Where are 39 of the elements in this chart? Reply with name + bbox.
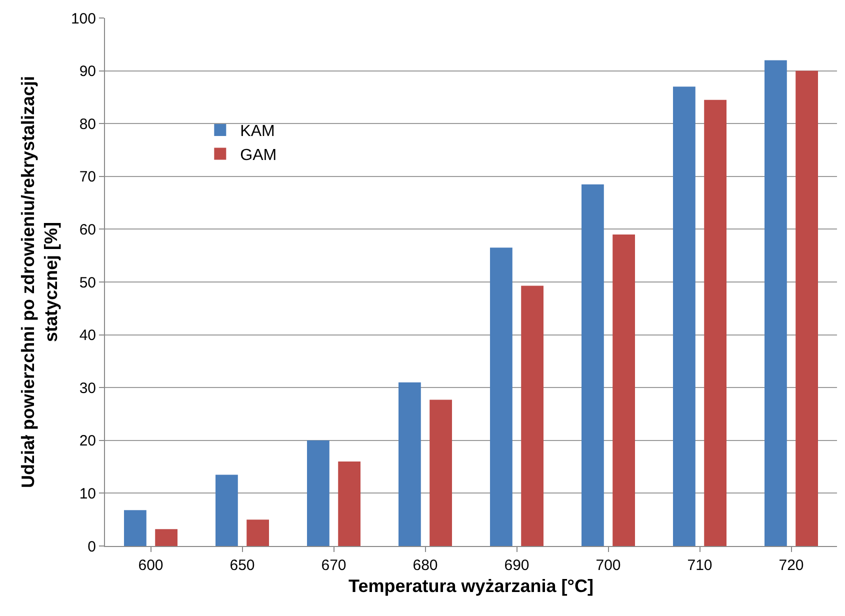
x-tick-label: 600 bbox=[138, 557, 164, 574]
x-tick-label: 680 bbox=[412, 557, 438, 574]
x-tick-label: 720 bbox=[778, 557, 804, 574]
y-tick-label: 20 bbox=[79, 432, 96, 450]
y-axis-title: Udział powierzchni po zdrowieniu/rekrystalizacji statycznej [%] bbox=[18, 76, 62, 488]
bar bbox=[338, 462, 360, 546]
bar bbox=[398, 382, 421, 546]
y-tick-label: 10 bbox=[79, 485, 96, 502]
y-tick-label: 0 bbox=[88, 538, 96, 556]
legend-label: KAM bbox=[240, 123, 275, 140]
bar bbox=[430, 400, 452, 546]
x-tick-label: 670 bbox=[321, 557, 346, 574]
bar bbox=[155, 529, 178, 546]
x-tick-label: 690 bbox=[504, 557, 530, 574]
bar bbox=[490, 248, 512, 546]
y-tick-label: 40 bbox=[79, 327, 96, 344]
bar bbox=[307, 440, 330, 546]
y-tick-label: 30 bbox=[79, 380, 96, 397]
bar bbox=[764, 60, 787, 546]
y-tick-label: 80 bbox=[79, 116, 96, 133]
y-tick-label: 50 bbox=[79, 274, 96, 292]
bar bbox=[124, 510, 146, 546]
y-tick-label: 100 bbox=[70, 10, 96, 28]
bar bbox=[673, 86, 696, 546]
bar bbox=[612, 234, 635, 546]
x-tick-label: 710 bbox=[687, 557, 712, 574]
x-tick-label: 650 bbox=[230, 557, 255, 574]
y-tick-label: 70 bbox=[79, 168, 96, 186]
x-axis-title: Temperatura wyżarzania [°C] bbox=[348, 576, 594, 596]
bar bbox=[216, 474, 238, 546]
y-tick-label: 90 bbox=[79, 63, 96, 80]
bar bbox=[796, 70, 818, 546]
bar bbox=[246, 520, 269, 546]
legend-label: GAM bbox=[240, 146, 277, 164]
x-tick-label: 700 bbox=[596, 557, 621, 574]
bar bbox=[582, 184, 604, 546]
y-tick-label: 60 bbox=[79, 221, 96, 238]
bar bbox=[521, 286, 544, 546]
bar bbox=[704, 100, 726, 546]
